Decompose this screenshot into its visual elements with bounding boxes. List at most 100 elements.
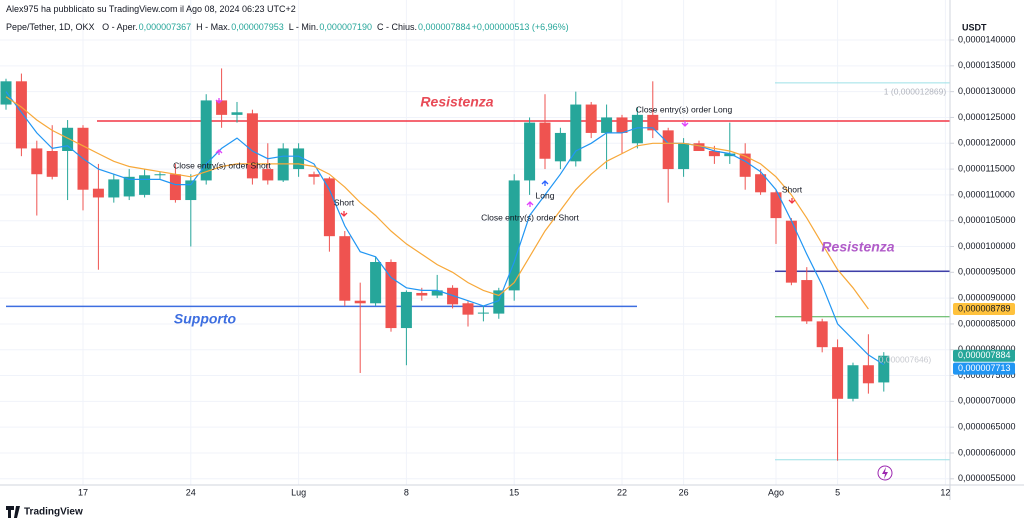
trade-marker: [215, 149, 223, 155]
candle-body: [216, 100, 228, 115]
x-tick-label: 15: [509, 487, 519, 497]
candle-body: [524, 122, 536, 181]
y-tick-label: 0,0000115000: [958, 163, 1015, 173]
y-tick-label: 0,0000070000: [958, 396, 1016, 406]
annotation: Long: [536, 190, 555, 200]
candle-body: [370, 261, 382, 304]
y-tick-label: 0,0000125000: [958, 112, 1016, 122]
ohlc-value: 0,000007190: [319, 22, 372, 32]
candle-body: [31, 148, 43, 175]
candle-body: [92, 188, 104, 198]
y-tick-label: 0,0000110000: [958, 189, 1015, 199]
candle-body: [493, 290, 505, 314]
price-tag: [953, 303, 1015, 316]
price-tag-label: 0,000007713: [958, 363, 1011, 373]
price-tag-label: 0,000008789: [958, 303, 1011, 313]
candle-body: [539, 122, 551, 159]
candle-body: [246, 113, 258, 179]
candle-body: [431, 290, 443, 296]
x-tick-label: 26: [679, 487, 689, 497]
candle-body: [878, 355, 890, 383]
candle-body: [724, 153, 736, 157]
annotation: Close entry(s) order Short: [481, 212, 579, 222]
trade-marker: [681, 121, 689, 127]
y-tick-label: 0,0000080000: [958, 344, 1016, 354]
y-tick-label: 0,0000055000: [958, 473, 1016, 483]
candle-body: [801, 280, 813, 322]
candle-body: [755, 174, 767, 193]
candle-body: [139, 175, 151, 195]
price-tag: [953, 349, 1015, 362]
price-tag-label: 0,000007884: [958, 350, 1011, 360]
candle-body: [308, 174, 320, 177]
x-tick-label: 24: [186, 487, 196, 497]
brand: TradingView: [24, 507, 83, 518]
trade-marker: [340, 211, 348, 217]
annotation: 0,000007646): [879, 354, 932, 364]
x-tick-label: 12: [940, 487, 950, 497]
annotation: Resistenza: [420, 94, 493, 110]
trade-marker: [541, 180, 549, 186]
y-tick-label: 0,0000085000: [958, 318, 1016, 328]
x-tick-label: 22: [617, 487, 627, 497]
alert-icon[interactable]: [877, 465, 893, 481]
candle-body: [200, 100, 212, 181]
candle-body: [62, 127, 74, 152]
candle-body: [770, 192, 782, 219]
candle-body: [185, 180, 197, 201]
plot-area: Resistenza Supporto Resistenza Close entry(…: [0, 0, 950, 485]
x-tick-label: 8: [404, 487, 409, 497]
y-tick-label: 0,0000075000: [958, 370, 1016, 380]
ohlc-key: L - Min.: [288, 22, 319, 32]
annotation: 1 (0,000012869): [884, 86, 947, 96]
candle-body: [554, 132, 566, 162]
candle-body: [400, 291, 412, 329]
x-tick-label: Lug: [291, 487, 306, 497]
candle-body: [416, 292, 428, 296]
annotation: Resistenza: [821, 239, 894, 255]
y-tick-label: 0,0000060000: [958, 447, 1016, 457]
candle-body: [631, 114, 643, 144]
y-tick-label: 0,0000130000: [958, 86, 1016, 96]
y-tick-label: 0,0000095000: [958, 267, 1016, 277]
y-tick-label: 0,0000100000: [958, 241, 1016, 251]
candle-body: [508, 180, 520, 291]
candle-body: [154, 174, 166, 176]
x-tick-label: 5: [835, 487, 840, 497]
ohlc-value: 0,000007884: [418, 22, 471, 32]
candle-body: [862, 365, 874, 384]
candle-body: [123, 176, 135, 197]
ohlc-value: 0,000007367: [138, 22, 192, 32]
candle-body: [477, 312, 489, 314]
ohlc-key: H - Max.: [196, 22, 231, 32]
brand-logo: [6, 506, 20, 518]
candle-body: [847, 365, 859, 399]
y-tick-label: 0,0000105000: [958, 215, 1016, 225]
candle-body: [816, 321, 828, 348]
trade-marker: [526, 201, 534, 207]
candle-body: [0, 81, 12, 105]
change: +0,000000513 (+6,96%): [471, 22, 569, 32]
candle-body: [46, 151, 58, 177]
annotation: Close entry(s) order Long: [636, 104, 733, 114]
currency: USDT: [962, 22, 987, 32]
price-tag: [953, 362, 1015, 375]
footer: [0, 500, 1024, 524]
candle-body: [354, 300, 366, 304]
candle-body: [108, 179, 120, 198]
y-tick-label: 0,0000120000: [958, 138, 1016, 148]
candle-body: [708, 151, 720, 157]
candle-body: [647, 114, 659, 131]
ohlc-value: 0,000007953: [231, 22, 284, 32]
candle-body: [662, 130, 674, 170]
x-tick-label: Ago: [768, 487, 784, 497]
ohlc-key: O - Aper.: [102, 22, 138, 32]
candle-body: [585, 104, 597, 133]
candle-body: [323, 178, 335, 237]
candle-body: [693, 143, 705, 152]
candle-body: [785, 220, 797, 283]
annotation: Supporto: [174, 311, 237, 327]
candle-body: [462, 303, 474, 315]
ohlc-key: C - Chius.: [376, 22, 417, 32]
